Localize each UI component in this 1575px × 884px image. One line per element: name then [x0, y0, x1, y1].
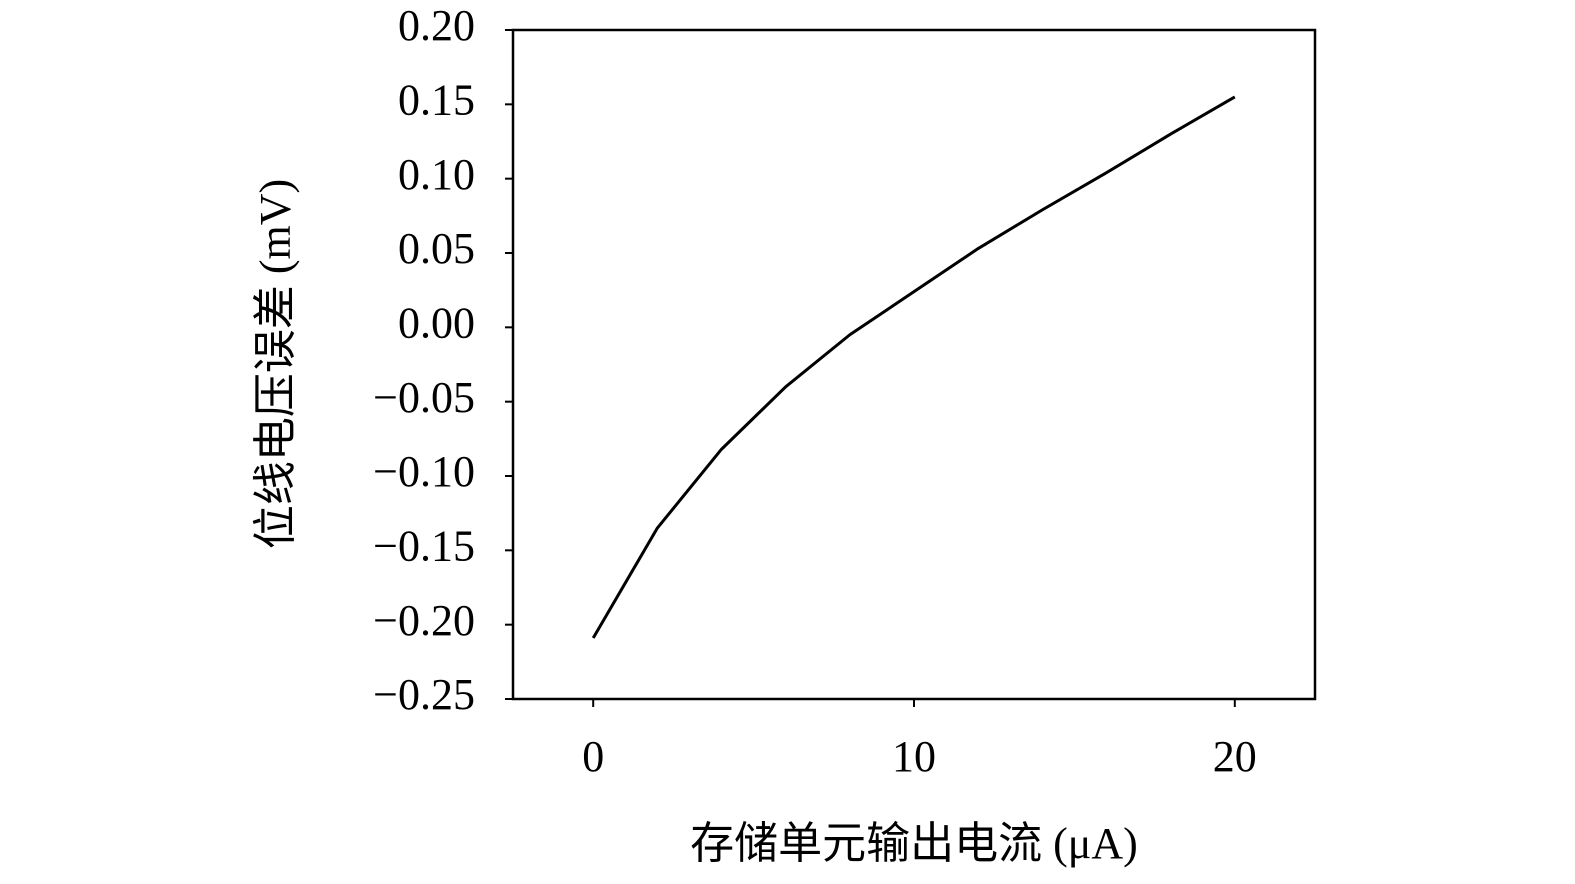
data-line	[591, 95, 1236, 639]
y-tick-label: 0.20	[398, 1, 475, 50]
y-tick-label: 0.15	[398, 75, 475, 124]
x-tick-label: 10	[892, 732, 936, 781]
y-tick-label: −0.25	[373, 670, 475, 719]
y-tick-label: −0.20	[373, 596, 475, 645]
plot-frame	[511, 28, 1317, 701]
y-tick-label: 0.05	[398, 224, 475, 273]
y-axis-label: 位线电压误差 (mV)	[251, 179, 300, 549]
y-tick-label: −0.10	[373, 447, 475, 496]
x-tick-label: 0	[582, 732, 604, 781]
y-tick-label: 0.00	[398, 298, 475, 347]
x-axis-label: 存储单元输出电流 (μA)	[690, 819, 1138, 868]
y-tick-label: −0.15	[373, 521, 475, 570]
y-tick-label: 0.10	[398, 150, 475, 199]
y-tick-label: −0.05	[373, 373, 475, 422]
x-tick-label: 20	[1213, 732, 1257, 781]
